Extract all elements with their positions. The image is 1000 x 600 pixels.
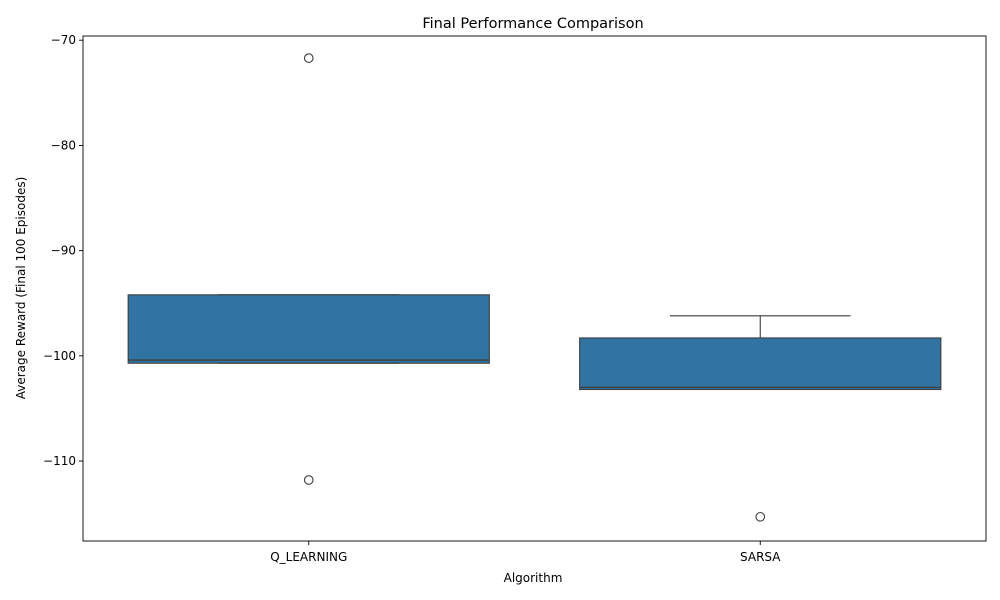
y-tick-label: −90 [51,244,76,258]
outlier-point [303,475,314,485]
x-axis-label: Algorithm [504,571,563,585]
outlier-point [303,53,314,63]
outlier-point [755,511,766,522]
x-tick-label: SARSA [740,550,781,564]
axes: −110 −100 −90 −80 −70 Q_LEARNING SARSA [43,33,987,564]
plot-area [127,53,942,522]
box-group-q-learning [127,53,490,485]
box-iqr [127,294,490,364]
y-tick-label: −80 [51,138,76,152]
box-group-sarsa [579,315,942,522]
y-tick-label: −110 [43,454,76,468]
chart-title: Final Performance Comparison [422,16,643,32]
x-tick-label: Q_LEARNING [270,550,347,564]
y-tick-label: −100 [43,349,76,363]
axes-frame [82,35,987,542]
box-iqr [579,337,942,391]
y-tick-label: −70 [51,33,76,47]
y-axis-label: Average Reward (Final 100 Episodes) [14,177,28,400]
